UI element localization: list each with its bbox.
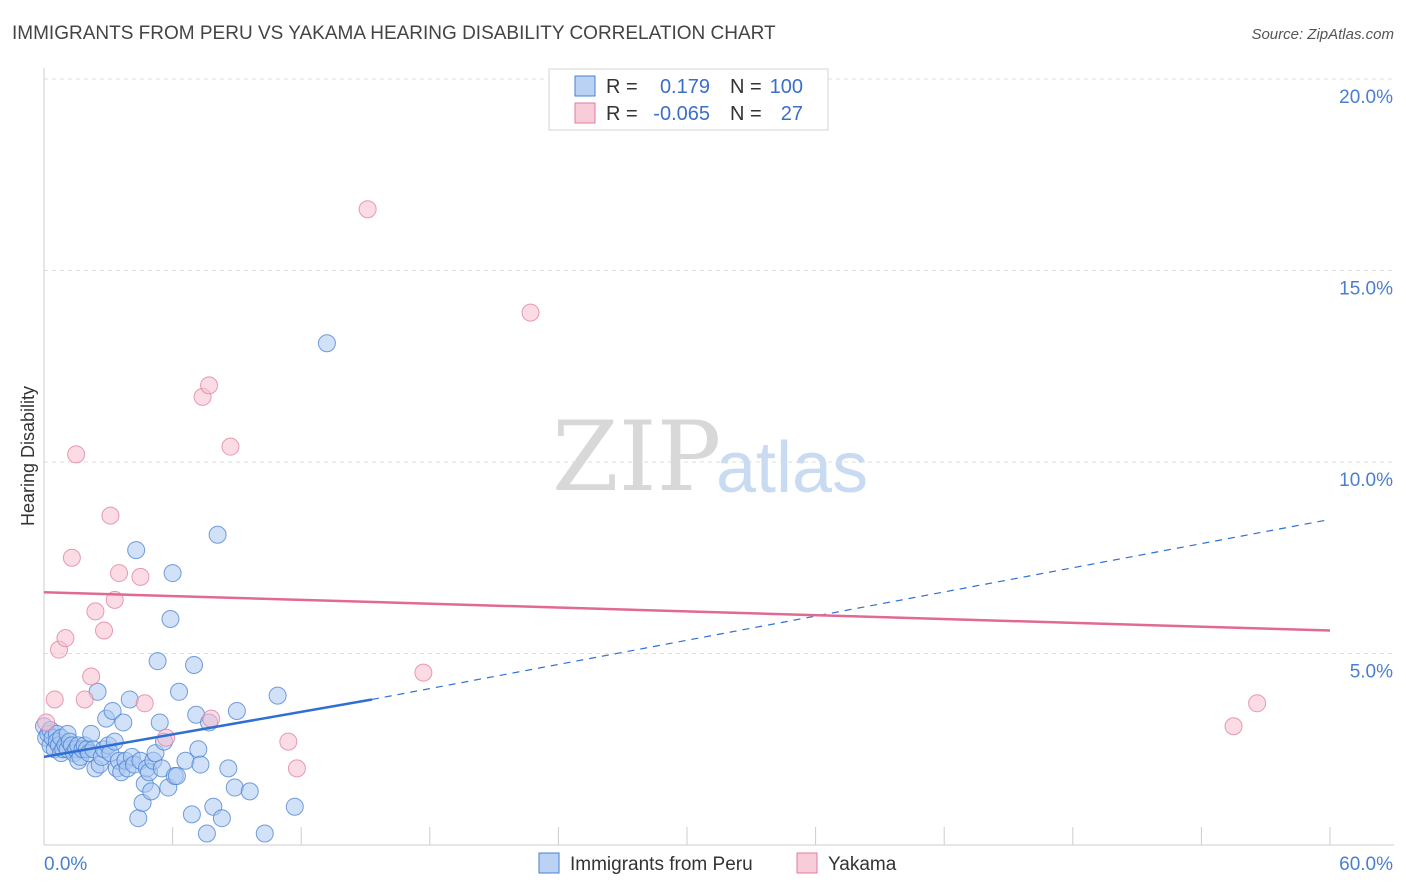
stats-r-label-yakama: R = [606,103,638,125]
yakama-point [1248,694,1267,713]
yakama-trend-line [43,590,1331,632]
yakama-point [110,564,129,583]
yakama-point [101,506,120,525]
peru-point [268,686,287,705]
peru-point [129,809,148,828]
peru-point [161,610,180,629]
yakama-point [200,376,219,395]
yakama-point [86,602,105,621]
x-tick-label: 0.0% [44,854,87,875]
peru-point [114,713,133,732]
peru-point [285,797,304,816]
yakama-point [131,567,150,586]
yakama-point [221,437,240,456]
peru-point [142,782,161,801]
peru-point [317,334,336,353]
peru-point [105,732,124,751]
peru-point [255,824,274,843]
peru-point [240,782,259,801]
y-tick-label: 20.0% [1339,87,1393,108]
yakama-point [135,694,154,713]
peru-point [167,767,186,786]
peru-point [189,740,208,759]
stats-r-value-peru: 0.179 [660,76,710,98]
peru-point [103,701,122,720]
yakama-point [82,667,101,686]
peru-point [163,564,182,583]
yakama-point [67,445,86,464]
stats-r-label-peru: R = [606,76,638,98]
peru-point [82,724,101,743]
peru-trend-line [43,698,373,759]
peru-point [225,778,244,797]
yakama-point [56,629,75,648]
peru-point [185,655,204,674]
chart-title: IMMIGRANTS FROM PERU VS YAKAMA HEARING D… [12,23,776,44]
legend-swatch-yakama [796,852,818,874]
watermark-zip: ZIP [552,401,721,513]
legend-label-yakama: Yakama [828,854,897,875]
points-layer [35,200,1267,843]
legend: Immigrants from Peru Yakama [538,852,897,875]
yakama-point [62,548,81,567]
peru-point [212,809,231,828]
source-label: Source: ZipAtlas.com [1251,26,1394,43]
watermark-atlas: atlas [716,428,868,508]
yakama-point [279,732,298,751]
y-axis-title: Hearing Disability [18,386,38,526]
stats-box: R = 0.179 N = 100 R = -0.065 N = 27 [548,68,829,131]
y-tick-label: 15.0% [1339,279,1393,300]
legend-label-peru: Immigrants from Peru [570,854,753,875]
peru-point [227,701,246,720]
stats-swatch-peru [574,75,596,97]
yakama-point [521,303,540,322]
yakama-point [45,690,64,709]
yakama-point [1224,717,1243,736]
trend-layer [43,518,1331,759]
grid-layer [44,78,1394,654]
yakama-point [287,759,306,778]
peru-point [120,690,139,709]
peru-point [127,541,146,560]
peru-point [208,525,227,544]
stats-n-value-yakama: 27 [781,103,803,125]
yakama-point [202,709,221,728]
yakama-point [75,690,94,709]
peru-point [197,824,216,843]
peru-point [148,652,167,671]
ticks-layer: 5.0% 10.0% 15.0% 20.0% 0.0% 60.0% [44,87,1393,875]
stats-n-label-yakama: N = [730,103,762,125]
stats-r-value-yakama: -0.065 [653,103,710,125]
peru-point [182,805,201,824]
yakama-point [414,663,433,682]
peru-point [191,755,210,774]
y-tick-label: 5.0% [1350,662,1393,683]
x-tick-label: 60.0% [1339,854,1393,875]
peru-trend-extension [371,518,1331,701]
peru-point [150,713,169,732]
peru-point [170,682,189,701]
legend-swatch-peru [538,852,560,874]
yakama-point [95,621,114,640]
peru-point [219,759,238,778]
stats-swatch-yakama [574,102,596,124]
stats-n-value-peru: 100 [770,76,803,98]
yakama-point [37,713,56,732]
yakama-point [358,200,377,219]
stats-n-label-peru: N = [730,76,762,98]
y-tick-label: 10.0% [1339,470,1393,491]
